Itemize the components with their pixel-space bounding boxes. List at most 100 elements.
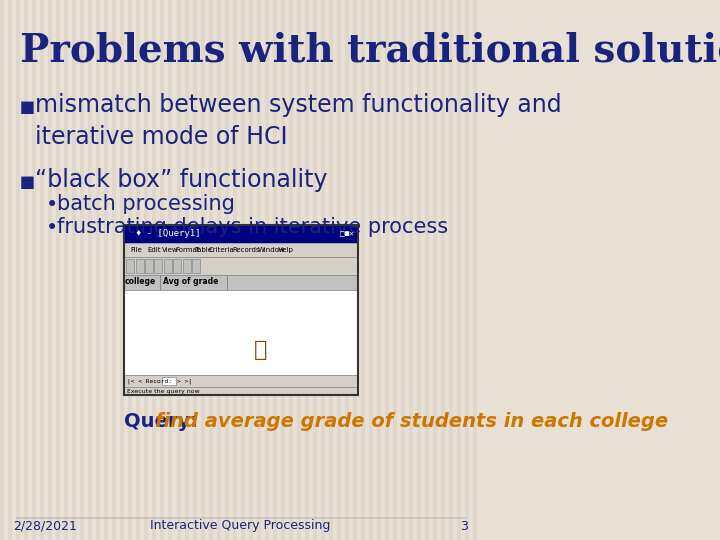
Bar: [124, 257, 358, 275]
Text: Query:: Query:: [124, 412, 204, 431]
Bar: [313, 0, 317, 540]
Text: File: File: [130, 247, 142, 253]
Bar: [369, 0, 373, 540]
Text: find average grade of students in each college: find average grade of students in each c…: [155, 412, 668, 431]
Text: ▪: ▪: [19, 95, 36, 119]
Text: □■✕: □■✕: [341, 230, 354, 239]
Bar: [329, 0, 333, 540]
Bar: [8, 0, 12, 540]
Bar: [192, 0, 197, 540]
Text: college: college: [125, 278, 156, 287]
Bar: [361, 0, 365, 540]
Bar: [248, 0, 253, 540]
Bar: [136, 0, 140, 540]
Bar: [80, 0, 84, 540]
Bar: [465, 0, 469, 540]
Text: ▪: ▪: [19, 170, 36, 194]
Bar: [124, 225, 358, 395]
Bar: [124, 290, 358, 375]
Bar: [163, 377, 176, 385]
Text: •: •: [45, 195, 58, 215]
Bar: [168, 0, 173, 540]
Bar: [104, 0, 108, 540]
Bar: [201, 0, 204, 540]
Bar: [153, 0, 156, 540]
Bar: [426, 0, 429, 540]
Bar: [345, 0, 349, 540]
Bar: [257, 0, 261, 540]
Bar: [240, 0, 245, 540]
Bar: [225, 0, 229, 540]
Text: frustrating delays in iterative process: frustrating delays in iterative process: [57, 217, 448, 237]
Bar: [112, 0, 117, 540]
Bar: [155, 259, 163, 273]
Bar: [0, 0, 4, 540]
Bar: [145, 0, 148, 540]
Bar: [377, 0, 381, 540]
Bar: [48, 0, 52, 540]
Bar: [353, 0, 357, 540]
Bar: [72, 0, 76, 540]
Bar: [89, 0, 92, 540]
Bar: [449, 0, 454, 540]
Bar: [128, 0, 132, 540]
Text: Records: Records: [233, 247, 260, 253]
Bar: [183, 259, 191, 273]
Bar: [233, 0, 237, 540]
Bar: [184, 0, 189, 540]
Text: mismatch between system functionality and
iterative mode of HCI: mismatch between system functionality an…: [35, 93, 562, 148]
Bar: [305, 0, 309, 540]
Bar: [393, 0, 397, 540]
Bar: [273, 0, 276, 540]
Text: Table: Table: [194, 247, 212, 253]
Bar: [120, 0, 125, 540]
Bar: [217, 0, 220, 540]
Bar: [441, 0, 445, 540]
Bar: [16, 0, 20, 540]
Bar: [209, 0, 212, 540]
Bar: [174, 259, 181, 273]
Bar: [321, 0, 325, 540]
Bar: [136, 259, 144, 273]
Bar: [161, 0, 164, 540]
Text: Problems with traditional solutions: Problems with traditional solutions: [20, 32, 720, 70]
Text: Criteria: Criteria: [209, 247, 234, 253]
Text: “black box” functionality: “black box” functionality: [35, 168, 328, 192]
Bar: [145, 259, 153, 273]
Bar: [297, 0, 301, 540]
Bar: [127, 259, 135, 273]
Bar: [265, 0, 269, 540]
Text: Avg of grade: Avg of grade: [163, 278, 218, 287]
Text: Help: Help: [277, 247, 293, 253]
Text: •: •: [45, 218, 58, 238]
Bar: [40, 0, 44, 540]
Bar: [401, 0, 405, 540]
Bar: [176, 0, 181, 540]
Bar: [164, 259, 172, 273]
Text: |< < Record:: |< < Record:: [127, 378, 172, 384]
Bar: [124, 275, 358, 290]
Text: 3: 3: [460, 519, 468, 532]
Bar: [385, 0, 389, 540]
Text: Format: Format: [176, 247, 200, 253]
Bar: [124, 225, 358, 243]
Text: > >|: > >|: [177, 378, 192, 384]
Bar: [289, 0, 293, 540]
Text: ♦ - [Query1]: ♦ - [Query1]: [136, 230, 200, 239]
Bar: [56, 0, 60, 540]
Bar: [337, 0, 341, 540]
Text: 2/28/2021: 2/28/2021: [14, 519, 77, 532]
Bar: [417, 0, 421, 540]
Text: batch processing: batch processing: [57, 194, 235, 214]
Bar: [124, 375, 358, 387]
Text: View: View: [162, 247, 179, 253]
Bar: [124, 243, 358, 257]
Bar: [281, 0, 285, 540]
Text: Window: Window: [258, 247, 285, 253]
Bar: [124, 387, 358, 395]
Bar: [192, 259, 200, 273]
Bar: [96, 0, 100, 540]
Text: Execute the query now: Execute the query now: [127, 388, 199, 394]
Text: Interactive Query Processing: Interactive Query Processing: [150, 519, 331, 532]
Bar: [433, 0, 437, 540]
